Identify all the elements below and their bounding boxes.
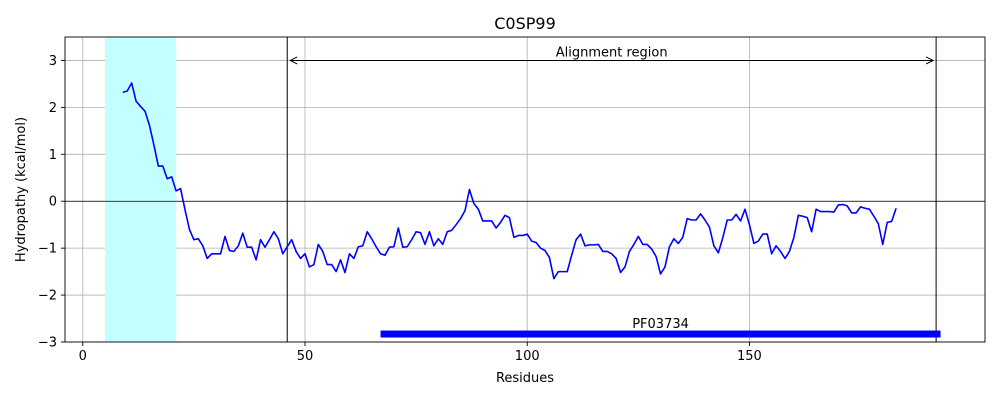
y-tick-label: 0 [49,195,57,210]
x-tick-label: 100 [515,349,540,364]
x-axis-label: Residues [496,371,554,386]
alignment-arrow-head-left [289,56,298,65]
domain-bar [380,330,941,338]
domain-bar-label: PF03734 [632,317,689,332]
y-tick-label: −1 [38,242,57,257]
alignment-arrow [289,56,935,65]
y-tick-label: −3 [38,336,57,351]
x-axis-ticks: 0 50 100 150 [79,342,762,364]
y-tick-label: 3 [49,54,57,69]
y-axis-label: Hydropathy (kcal/mol) [14,117,29,262]
alignment-region-label: Alignment region [556,45,668,60]
y-tick-label: 2 [49,101,57,116]
chart-title: C0SP99 [494,14,556,33]
y-tick-label: 1 [49,148,57,163]
region-vertical-lines [286,37,937,342]
y-axis-ticks: −3 −2 −1 0 1 2 3 [38,54,65,351]
alignment-arrow-head-right [925,56,935,65]
x-tick-label: 150 [737,349,762,364]
shaded-region [105,37,177,342]
x-tick-label: 0 [79,349,87,364]
y-tick-label: −2 [38,289,57,304]
x-tick-label: 50 [297,349,314,364]
hydropathy-series-line [122,82,897,280]
plot-frame [64,36,986,343]
